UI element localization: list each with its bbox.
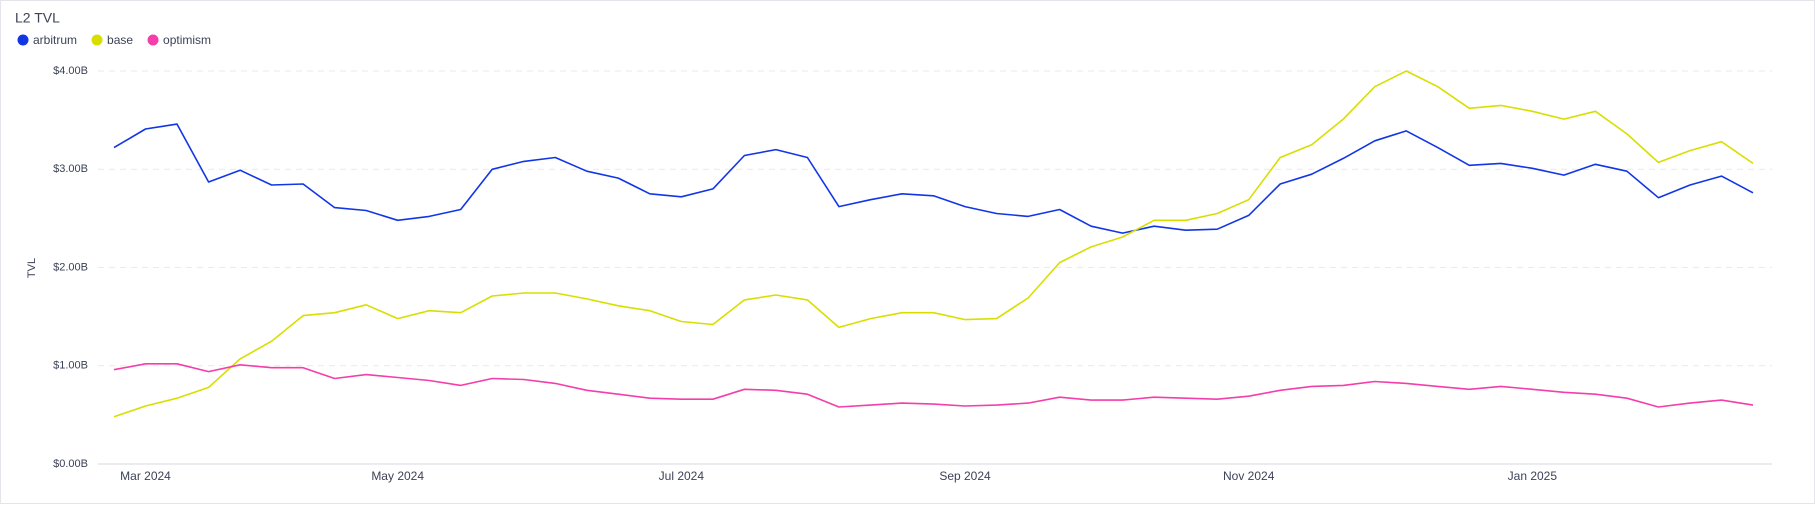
y-tick-label: $2.00B (53, 261, 88, 273)
legend-label: optimism (163, 33, 211, 47)
y-tick-label: $1.00B (53, 360, 88, 372)
y-tick-label: $4.00B (53, 65, 88, 77)
x-tick-label: Jul 2024 (659, 469, 705, 483)
x-tick-label: May 2024 (371, 469, 424, 483)
legend-marker (147, 34, 159, 46)
y-tick-label: $3.00B (53, 163, 88, 175)
series-line (113, 123, 1754, 234)
legend-label: base (107, 33, 133, 47)
legend-marker (91, 34, 103, 46)
legend-marker (17, 34, 29, 46)
x-tick-label: Mar 2024 (120, 469, 171, 483)
x-tick-label: Sep 2024 (939, 469, 991, 483)
series-line (113, 70, 1754, 418)
x-tick-label: Nov 2024 (1223, 469, 1275, 483)
y-axis-label: TVL (26, 258, 38, 278)
legend-label: arbitrum (33, 33, 77, 47)
chart-title: L2 TVL (15, 10, 60, 26)
y-tick-label: $0.00B (53, 458, 88, 470)
series-line (113, 363, 1754, 408)
x-tick-label: Jan 2025 (1508, 469, 1558, 483)
